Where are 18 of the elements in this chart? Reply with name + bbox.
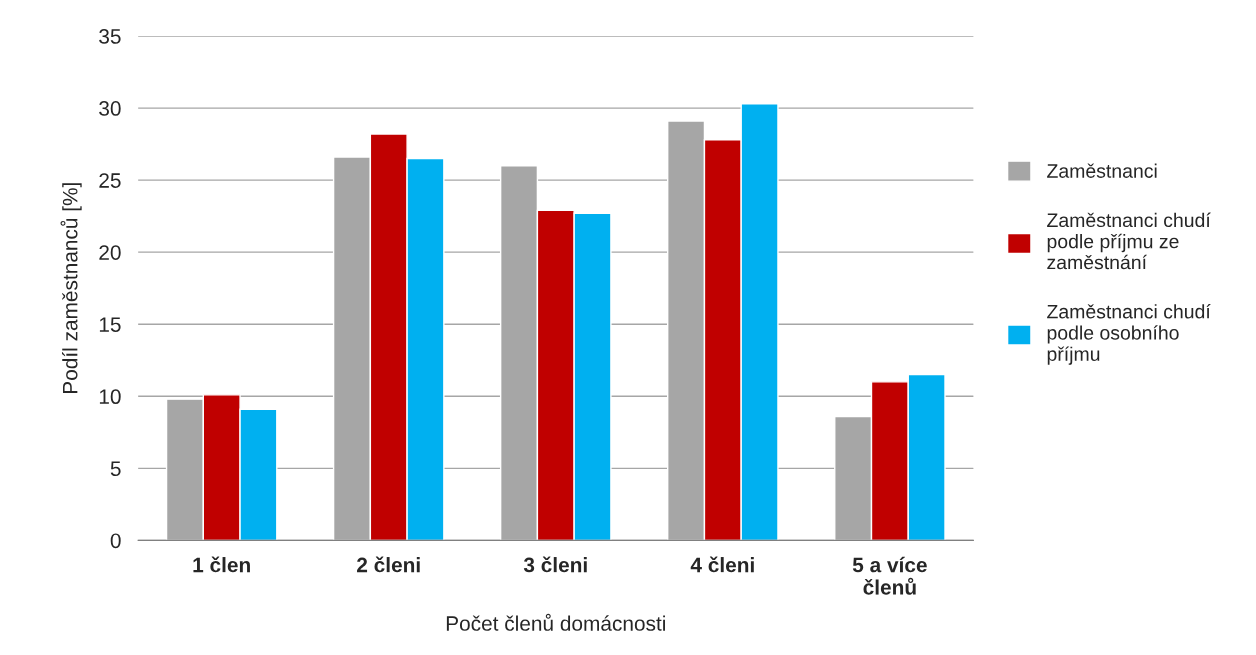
y-tick-label: 20	[99, 245, 121, 260]
y-tick-label: 10	[99, 389, 121, 405]
x-tick-label: 1 člen	[193, 556, 250, 573]
x-tick-label: 5 a více členů	[852, 556, 927, 595]
x-tick-label: 3 členi	[523, 556, 587, 573]
legend-label: Zaměstnanci chudí podle osobního příjmu	[1047, 304, 1211, 365]
y-axis-title: Podíl zaměstnanců [%]	[60, 183, 82, 394]
y-tick-label: 0	[110, 533, 121, 549]
x-tick-label: 2 členi	[357, 556, 420, 573]
legend-label: Zaměstnanci	[1047, 163, 1157, 178]
y-tick-label: 15	[99, 317, 121, 332]
legend-label: Zaměstnanci chudí podle příjmu ze zaměstnání	[1047, 212, 1211, 270]
y-tick-label: 25	[99, 173, 121, 188]
x-axis-title: Počet členů domácnosti	[446, 613, 665, 631]
y-tick-label: 30	[99, 101, 121, 116]
x-tick-label: 4 členi	[690, 556, 754, 573]
y-tick-label: 5	[110, 461, 121, 477]
y-tick-label: 35	[99, 29, 121, 44]
